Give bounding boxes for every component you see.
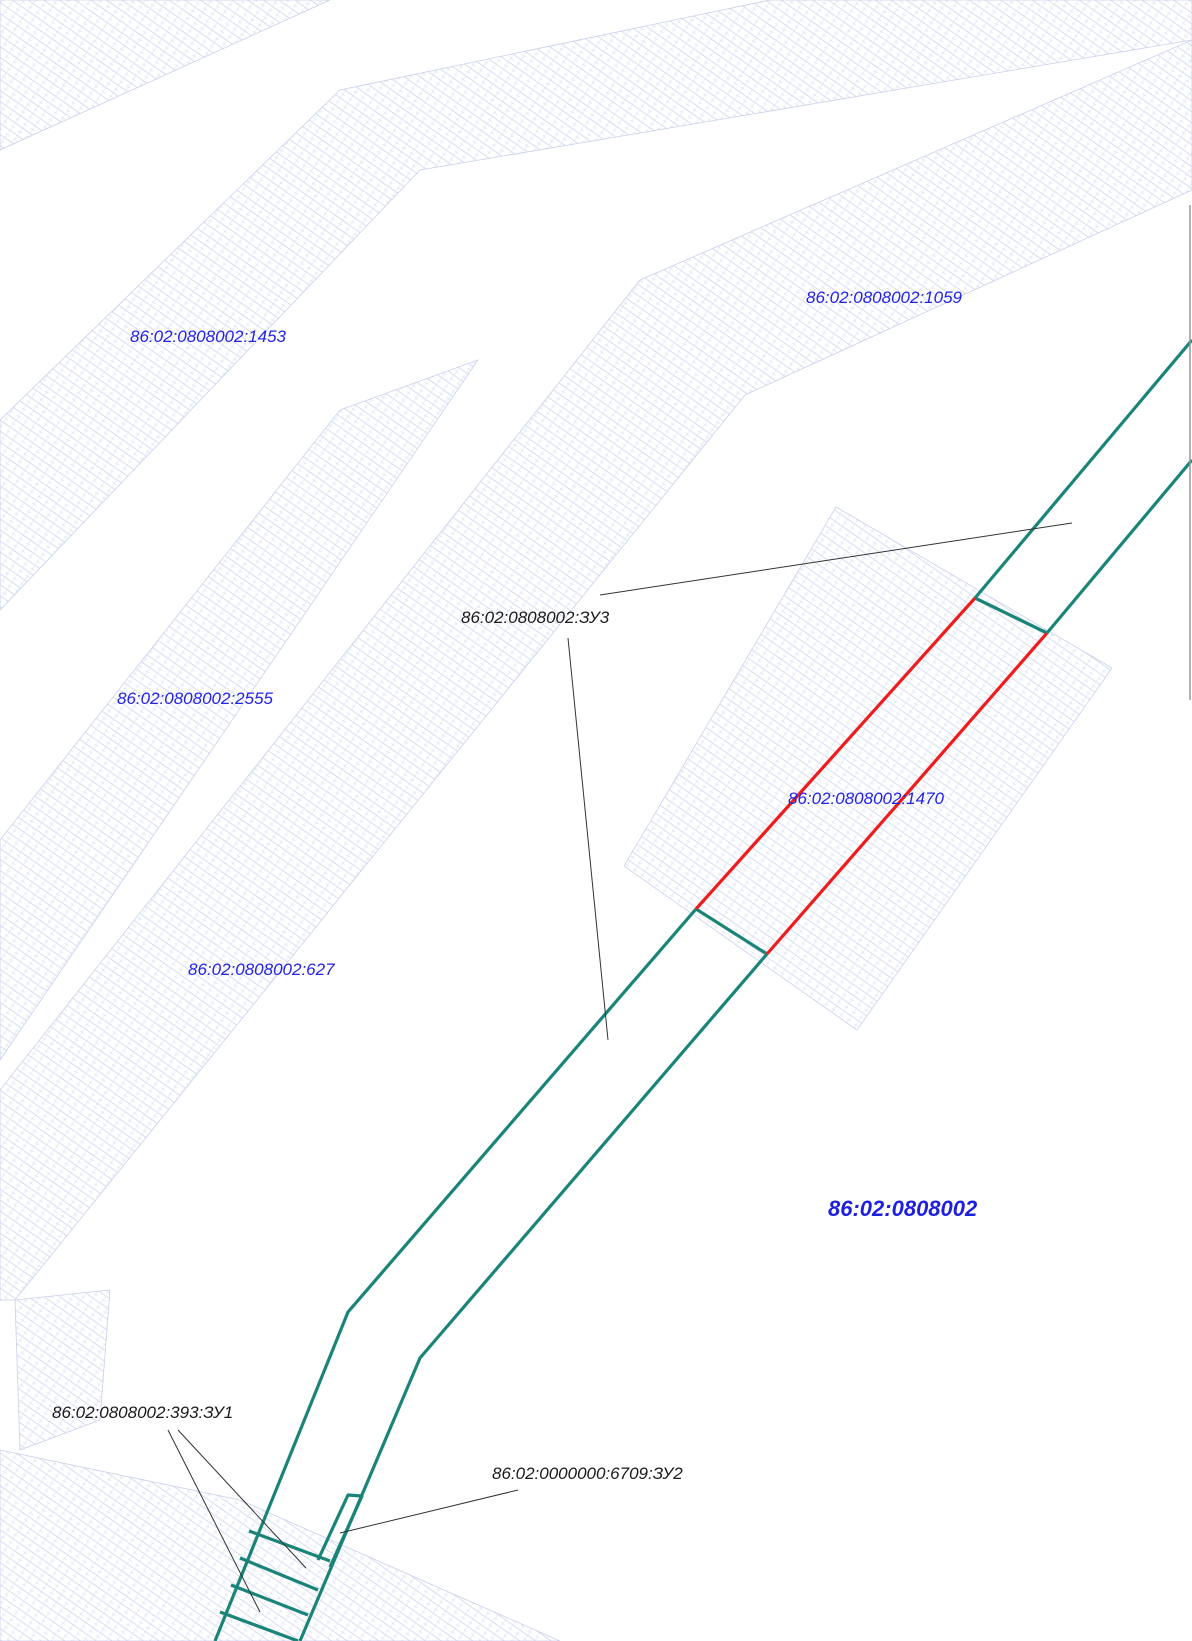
red-segment-left[interactable] <box>694 596 977 911</box>
corridor-cross-line-lower[interactable] <box>695 907 768 956</box>
parcel-area-top-strip[interactable] <box>0 0 331 151</box>
parcel-area-627[interactable] <box>14 1289 111 1451</box>
zu1-plot-line-2[interactable] <box>239 1556 319 1592</box>
zu1-plot-line-3[interactable] <box>230 1583 309 1617</box>
projected-corridor[interactable] <box>213 338 1192 1641</box>
corridor-right-boundary-lower[interactable] <box>298 952 769 1641</box>
leader-zu2 <box>339 1489 519 1534</box>
leader-zu3-upper <box>599 522 1073 596</box>
highlighted-segments[interactable] <box>694 596 1049 956</box>
label-parcel-2555: 86:02:0808002:2555 <box>117 689 274 708</box>
parcel-area-bottom-road[interactable] <box>0 1449 561 1641</box>
parcel-area-1453[interactable] <box>0 0 1192 611</box>
leader-lines <box>167 522 1073 1613</box>
red-segment-right[interactable] <box>765 631 1049 956</box>
corridor-left-boundary[interactable] <box>973 338 1192 600</box>
parcel-area-1470[interactable] <box>623 506 1113 1031</box>
label-parcel-1453: 86:02:0808002:1453 <box>130 327 287 346</box>
corridor-right-boundary[interactable] <box>1045 458 1192 635</box>
label-parcel-627: 86:02:0808002:627 <box>188 960 335 979</box>
label-projected-zu1: 86:02:0808002:393:ЗУ1 <box>52 1403 233 1422</box>
leader-zu1-b <box>177 1429 307 1569</box>
parcel-area-1059[interactable] <box>0 39 1192 1301</box>
label-projected-zu2: 86:02:0000000:6709:ЗУ2 <box>492 1464 683 1483</box>
corridor-left-boundary-lower[interactable] <box>213 907 698 1641</box>
leader-zu1-a <box>167 1429 261 1613</box>
parcel-area-2555[interactable] <box>0 359 480 1061</box>
zu1-plot-line-1[interactable] <box>248 1529 331 1563</box>
label-projected-zu3: 86:02:0808002:ЗУ3 <box>461 608 610 627</box>
labels: 86:02:0808002:1453 86:02:0808002:1059 86… <box>52 288 978 1483</box>
label-cadastral-quarter: 86:02:0808002 <box>828 1196 978 1221</box>
label-parcel-1470: 86:02:0808002:1470 <box>788 789 945 808</box>
label-parcel-1059: 86:02:0808002:1059 <box>806 288 963 307</box>
leader-zu3-lower <box>567 637 609 1041</box>
zu1-plot-line-4[interactable] <box>219 1610 299 1641</box>
corridor-cross-line-upper[interactable] <box>974 596 1048 635</box>
